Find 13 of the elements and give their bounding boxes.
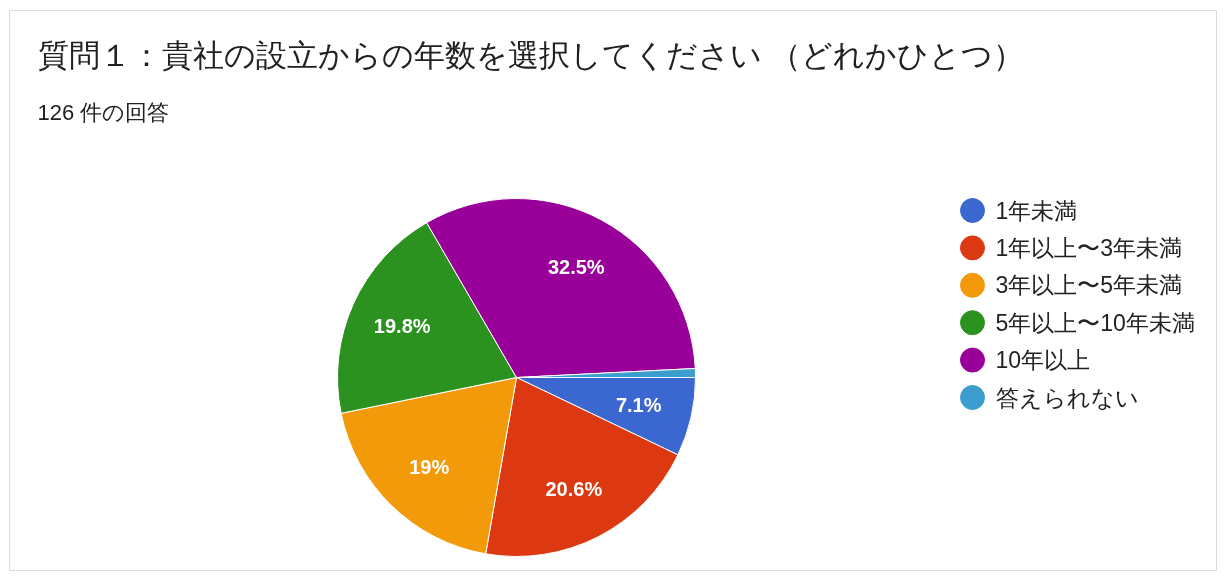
data-label: 32.5% xyxy=(547,256,605,279)
data-label: 19.8% xyxy=(373,315,431,338)
legend-label: 10年以上 xyxy=(995,347,1091,374)
data-label: 19% xyxy=(409,456,450,479)
legend-label: 1年以上〜3年未満 xyxy=(995,234,1183,261)
legend-label: 5年以上〜10年未満 xyxy=(995,309,1195,336)
data-label: 20.6% xyxy=(545,477,603,500)
chart-title: 質問１：貴社の設立からの年数を選択してください （どれかひとつ） xyxy=(37,38,1025,73)
data-label: 7.1% xyxy=(615,394,662,417)
legend-label: 1年未満 xyxy=(995,197,1078,224)
legend-label: 答えられない xyxy=(995,384,1139,411)
text: 126 件の回答 xyxy=(37,100,170,125)
legend-label: 3年以上〜5年未満 xyxy=(995,272,1183,299)
